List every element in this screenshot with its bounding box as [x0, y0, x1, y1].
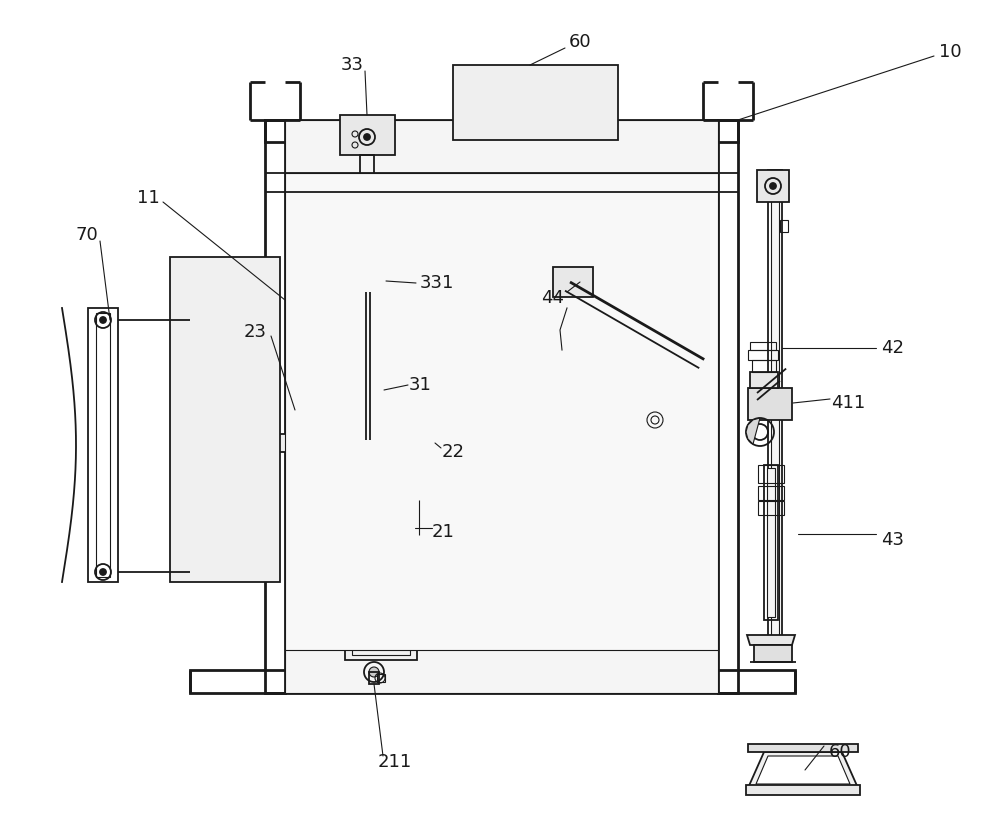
Text: 411: 411 — [831, 394, 865, 412]
Polygon shape — [747, 635, 795, 645]
Bar — [207, 429, 223, 457]
Circle shape — [100, 317, 106, 323]
Text: 60: 60 — [829, 743, 851, 761]
Text: 23: 23 — [244, 323, 267, 341]
Bar — [170, 257, 280, 582]
Bar — [356, 428, 378, 444]
Bar — [360, 155, 374, 235]
Circle shape — [100, 569, 106, 575]
Bar — [345, 450, 417, 660]
Circle shape — [364, 134, 370, 140]
Bar — [748, 350, 778, 360]
Bar — [340, 115, 395, 155]
Bar — [96, 313, 110, 577]
Bar — [218, 434, 448, 452]
Bar — [750, 372, 778, 388]
Bar — [768, 170, 782, 650]
Bar — [352, 455, 410, 655]
Bar — [415, 472, 423, 500]
Bar — [362, 350, 372, 360]
Bar — [362, 386, 372, 396]
Bar — [758, 465, 784, 483]
Bar — [88, 308, 118, 582]
Text: 331: 331 — [420, 274, 454, 292]
Bar — [754, 645, 792, 662]
Bar — [553, 267, 593, 297]
Bar — [362, 404, 372, 414]
Text: 11: 11 — [137, 189, 159, 207]
Polygon shape — [748, 752, 858, 788]
Text: 43: 43 — [882, 531, 904, 549]
Bar — [400, 620, 418, 640]
Bar — [557, 270, 589, 292]
Text: 42: 42 — [882, 339, 904, 357]
Polygon shape — [746, 418, 760, 444]
Polygon shape — [756, 756, 850, 784]
Bar — [190, 670, 795, 693]
Bar — [758, 486, 784, 500]
Bar — [362, 332, 372, 342]
Bar — [265, 120, 738, 142]
Bar — [767, 468, 775, 617]
Bar — [350, 270, 385, 292]
Bar — [748, 388, 792, 420]
Text: 33: 33 — [341, 56, 364, 74]
Bar — [357, 235, 376, 270]
Bar — [453, 65, 618, 140]
Text: 21: 21 — [432, 523, 454, 541]
Bar — [780, 220, 788, 232]
Text: 60: 60 — [569, 33, 591, 51]
Bar — [362, 314, 372, 324]
Bar — [758, 501, 784, 515]
Text: 22: 22 — [442, 443, 465, 461]
Bar — [445, 429, 459, 457]
Bar — [362, 422, 372, 432]
Bar — [369, 672, 379, 684]
Bar — [750, 342, 776, 350]
Bar — [356, 429, 384, 457]
Bar — [748, 744, 858, 752]
Circle shape — [369, 667, 379, 677]
Text: 70: 70 — [76, 226, 98, 244]
Bar — [746, 785, 860, 795]
Bar — [718, 120, 738, 693]
Circle shape — [770, 183, 776, 189]
Bar — [752, 360, 776, 372]
Bar — [771, 173, 779, 647]
Text: 31: 31 — [409, 376, 431, 394]
Bar — [757, 170, 789, 202]
Bar — [285, 173, 718, 650]
Bar — [265, 120, 285, 693]
Bar — [362, 368, 372, 378]
Bar — [285, 120, 718, 693]
Text: 10: 10 — [939, 43, 961, 61]
Text: 211: 211 — [378, 753, 412, 771]
Text: 44: 44 — [542, 289, 564, 307]
Bar — [377, 674, 385, 682]
Bar — [764, 465, 778, 620]
Bar — [362, 296, 372, 306]
